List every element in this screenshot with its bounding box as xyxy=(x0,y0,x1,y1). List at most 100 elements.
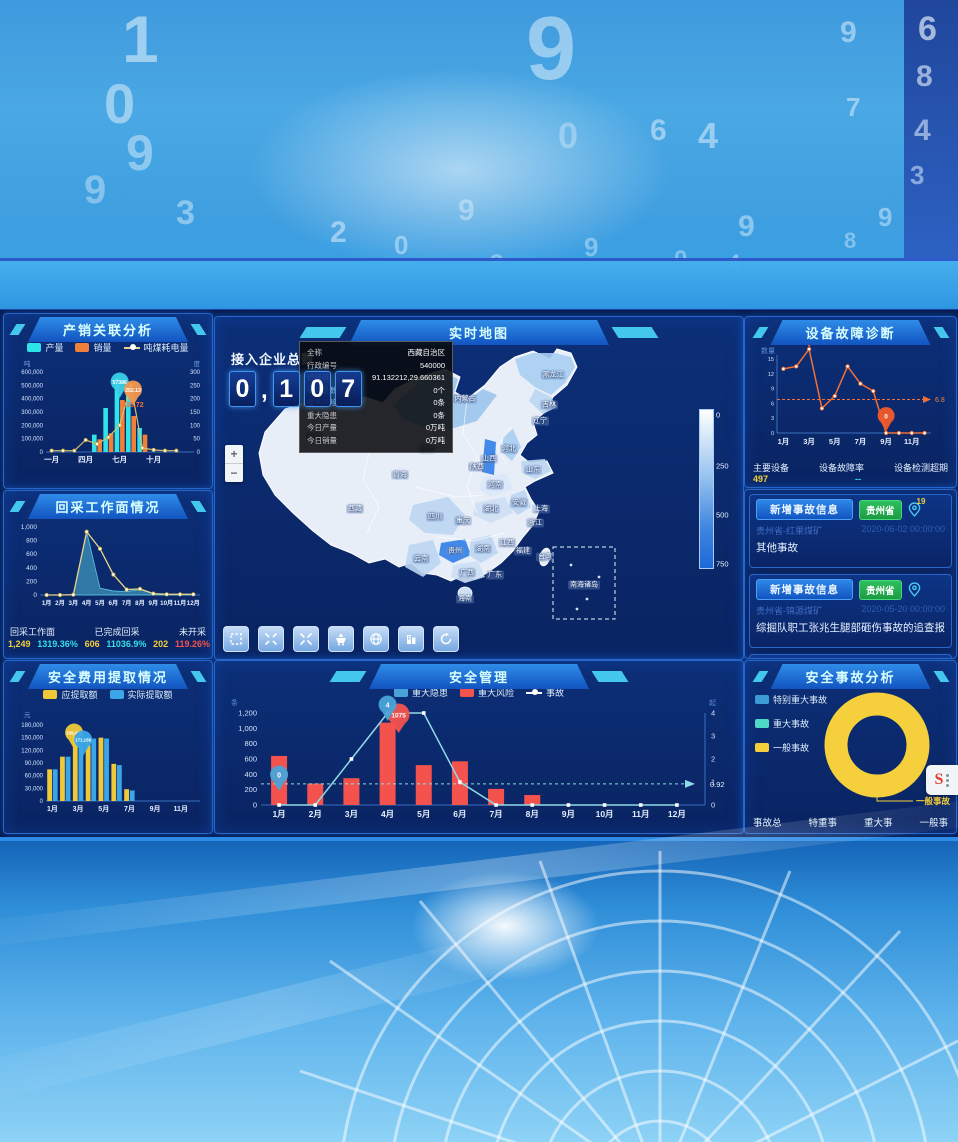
y2-axis-tick: 0 xyxy=(711,801,715,810)
province-label: 台湾 xyxy=(536,552,554,562)
refresh-button[interactable] xyxy=(433,626,459,652)
legend-swatch xyxy=(755,743,769,752)
header-slash-right xyxy=(190,671,207,682)
new-accident-button[interactable]: 新增事故信息 xyxy=(756,579,853,600)
region-badge[interactable]: 贵州省 xyxy=(859,499,902,520)
header-band xyxy=(0,258,958,313)
enterprise-digit: 1 xyxy=(272,371,300,407)
stat-value: 202 xyxy=(153,639,169,649)
legend-swatch xyxy=(459,688,474,697)
line-point xyxy=(71,592,76,597)
background-right-strip xyxy=(904,0,958,258)
region-badge[interactable]: 贵州省 xyxy=(859,579,902,600)
y2-axis-tick: 50 xyxy=(193,437,200,443)
legend-item[interactable]: 销量 xyxy=(75,341,112,354)
y-axis-tick: 100,000 xyxy=(21,437,43,443)
panel-title: 回采工作面情况 xyxy=(28,494,188,519)
legend-item[interactable]: 特别重大事故 xyxy=(755,693,827,706)
safety-fee-chart[interactable]: 0 30,000 60,000 90,000 120,000 150,000 180,000… xyxy=(10,705,206,827)
mine-icon-button[interactable] xyxy=(328,626,354,652)
line-point xyxy=(97,546,103,551)
header-slash-left xyxy=(9,501,26,512)
y-axis-tick: 60,000 xyxy=(25,774,44,780)
legend-item[interactable]: 产量 xyxy=(27,341,63,354)
mine-name: 贵州省-红果煤矿 xyxy=(756,526,822,536)
analysis-footer: 事故总 特重事 重大事 一般事 xyxy=(753,815,948,829)
x-axis-tick: 11月 xyxy=(174,599,187,607)
mgmt-legend: 重大隐患 重大风险 事故 xyxy=(215,686,743,699)
province-label: 海南 xyxy=(456,594,474,604)
analysis-legend: 特别重大事故 重大事故一般事故 xyxy=(755,693,827,754)
tooltip-value: 0万吨 xyxy=(425,435,445,445)
compress-button[interactable] xyxy=(293,626,319,652)
y-axis-unit: 条 xyxy=(231,698,238,707)
background-bottom xyxy=(0,792,958,1142)
legend-item[interactable]: 应提取额 xyxy=(43,688,98,701)
tooltip-row: 今日销量 0万吨 xyxy=(307,435,445,448)
line-point xyxy=(177,592,183,597)
y-axis-tick: 600 xyxy=(26,551,37,558)
select-frame-button[interactable] xyxy=(223,626,249,652)
accident-card-meta: 贵州省-锦源煤矿 2020-05-20 00:00:00 xyxy=(756,604,945,617)
province-label: 广东 xyxy=(486,570,504,580)
bar-major-risk xyxy=(379,722,396,805)
zoom-in-button[interactable]: + xyxy=(225,445,243,464)
line-point xyxy=(794,364,799,369)
donut-ring xyxy=(824,692,930,798)
legend-swatch xyxy=(27,343,42,352)
legend-item[interactable]: 一般事故 xyxy=(755,741,827,754)
legend-swatch xyxy=(75,343,90,352)
tooltip-value: 0条 xyxy=(433,398,445,407)
line-point xyxy=(140,446,145,451)
marker-label: 57386 xyxy=(112,380,127,386)
accident-donut-chart[interactable]: 一般事故 xyxy=(785,685,955,811)
province-label: 陕西 xyxy=(468,462,486,472)
legend-item[interactable]: 实际提取额 xyxy=(109,688,173,701)
y-axis-tick: 300,000 xyxy=(21,410,43,416)
line-point xyxy=(49,448,54,453)
mining-stat-values: 1,249 1319.36% 606 11036.9% 202 119.26% xyxy=(8,639,210,649)
safety-mgmt-chart[interactable]: 0 200 400 600 800 1,000 1,200 0 1 2 3 4 条 起 1月 2月 3月 4月 5月… xyxy=(219,695,738,831)
y-axis-tick: 600 xyxy=(244,755,257,764)
legend-item[interactable]: 重大事故 xyxy=(755,717,827,730)
new-accident-button[interactable]: 新增事故信息 xyxy=(756,499,853,520)
pin-count-badge: 19 xyxy=(916,497,926,506)
zoom-out-button[interactable]: − xyxy=(230,466,238,480)
panel-accidents: 新增事故信息 贵州省 19 贵州省-红果煤矿 2020-06-02 00:00:00 其他… xyxy=(744,489,957,659)
y-axis-tick: 0 xyxy=(253,801,257,810)
map-zoom-control: + − xyxy=(225,445,243,482)
production-sales-chart[interactable]: 0 100,000 200,000 300,000 400,000 500,000 600,… xyxy=(10,358,206,476)
legend-item[interactable]: 事故 xyxy=(526,686,564,699)
x-axis-tick: 6月 xyxy=(453,809,466,819)
accident-card[interactable]: 新增事故信息 贵州省 19 贵州省-红果煤矿 2020-06-02 00:00:00 其他… xyxy=(749,494,952,568)
line-point xyxy=(191,592,196,597)
x-axis-tick: 11月 xyxy=(632,809,650,819)
accident-card[interactable]: 新增事故信息 贵州省 贵州省-锦源煤矿 2020-05-20 00:00:00 综掘队职… xyxy=(749,574,952,648)
legend-item[interactable]: 重大风险 xyxy=(459,686,514,699)
stat-label: 设备检测超期 xyxy=(893,463,948,473)
building-button[interactable] xyxy=(398,626,424,652)
taiwan-island[interactable] xyxy=(538,547,552,567)
panel-title: 产销关联分析 xyxy=(28,317,188,342)
bar-required xyxy=(98,737,104,801)
bar-required xyxy=(85,737,91,801)
footer-label: 一般事 xyxy=(919,815,948,829)
x-axis-tick: 9月 xyxy=(880,437,892,446)
province-label: 重庆 xyxy=(454,516,472,526)
expand-button[interactable] xyxy=(258,626,284,652)
footer-label: 事故总 xyxy=(753,818,782,829)
globe-button[interactable] xyxy=(363,626,389,652)
tooltip-value: 0万吨 xyxy=(425,423,445,432)
line-point xyxy=(781,366,786,372)
legend-item[interactable]: 吨煤耗电量 xyxy=(123,341,189,354)
floating-tool-widget[interactable]: S xyxy=(926,765,958,795)
header-slash-left xyxy=(9,324,26,335)
hainan-island[interactable] xyxy=(457,586,473,600)
legend-item[interactable]: 重大隐患 xyxy=(393,686,448,699)
header-slash-left xyxy=(752,327,768,338)
province-label: 广西 xyxy=(458,568,476,578)
line-point xyxy=(313,803,318,807)
